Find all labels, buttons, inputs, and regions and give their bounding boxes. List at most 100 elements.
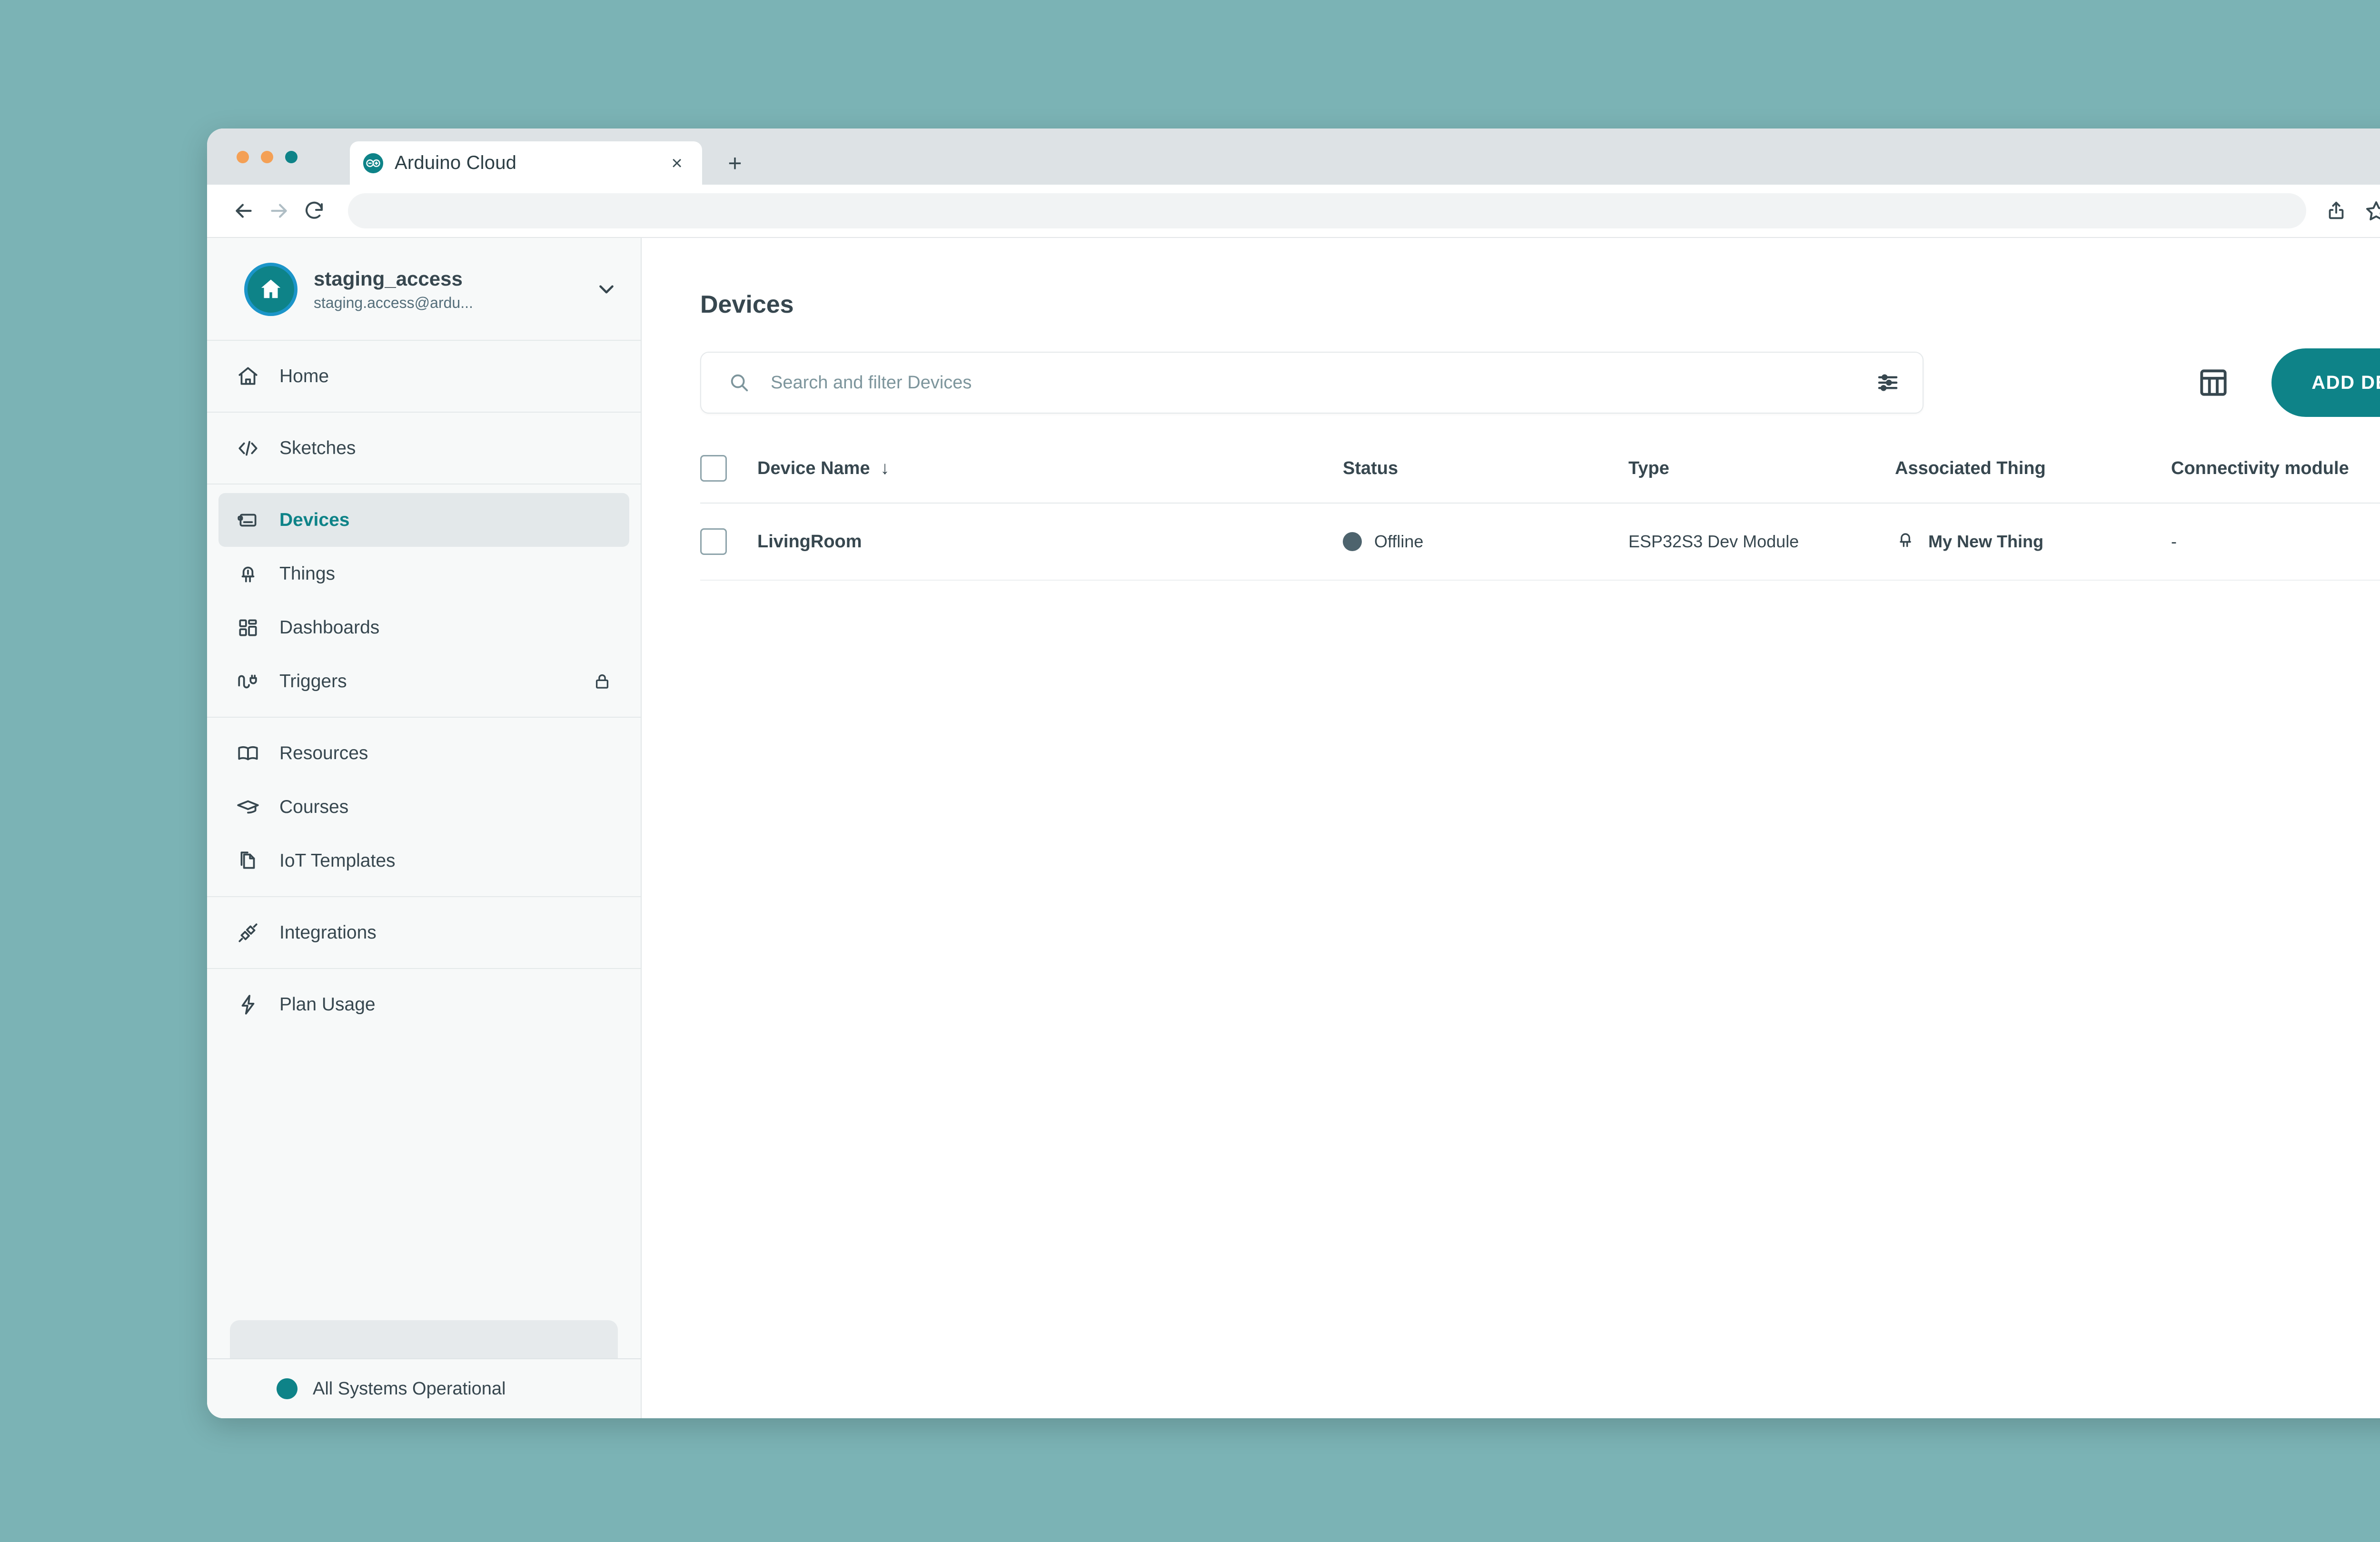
cell-status: Offline (1343, 503, 1628, 581)
sidebar-item-courses[interactable]: Courses (218, 780, 629, 834)
sidebar-group-3: Devices Things (207, 484, 641, 717)
sidebar-item-plan-usage[interactable]: Plan Usage (218, 978, 629, 1031)
account-email: staging.access@ardu... (314, 294, 473, 311)
url-address-bar[interactable] (348, 193, 2306, 228)
sidebar-item-label: Home (279, 366, 329, 386)
column-label: Device Name (757, 458, 870, 478)
main-content: Devices Search and filter Devices (642, 238, 2380, 1418)
share-icon[interactable] (2319, 193, 2354, 228)
sidebar-item-label: Courses (279, 796, 349, 817)
sliders-filter-icon[interactable] (1873, 368, 1903, 397)
sidebar-item-resources[interactable]: Resources (218, 726, 629, 780)
sidebar-item-devices[interactable]: Devices (218, 493, 629, 547)
cell-device-name: LivingRoom (757, 503, 1343, 581)
devices-table: Device Name ↓ Status Type Associated Thi… (700, 455, 2380, 581)
sidebar-item-label: Devices (279, 509, 350, 530)
column-header-connectivity-module[interactable]: Connectivity module (2171, 455, 2380, 504)
sidebar-item-integrations[interactable]: Integrations (218, 906, 629, 959)
home-house-icon (244, 263, 298, 316)
account-switcher[interactable]: staging_access staging.access@ardu... (207, 238, 641, 340)
device-name-text: LivingRoom (757, 531, 862, 552)
book-icon (235, 740, 261, 767)
system-status-bar[interactable]: All Systems Operational (207, 1358, 641, 1418)
sidebar-item-label: IoT Templates (279, 850, 396, 871)
column-header-type[interactable]: Type (1628, 455, 1895, 504)
plug-icon (235, 668, 261, 695)
minimize-window-button[interactable] (261, 151, 273, 163)
toolbar-actions: S (2319, 193, 2380, 228)
lock-icon (591, 672, 613, 692)
column-header-device-name[interactable]: Device Name ↓ (757, 455, 1343, 504)
arrow-left-icon[interactable] (226, 193, 261, 228)
sidebar-spacer (207, 1040, 641, 1358)
graduation-cap-icon (235, 794, 261, 820)
sidebar-item-label: Dashboards (279, 617, 380, 638)
sidebar-item-things[interactable]: Things (218, 547, 629, 601)
cell-connectivity-module: - (2171, 503, 2380, 581)
home-icon (235, 363, 261, 390)
add-device-button[interactable]: ADD DEVICE (2271, 348, 2380, 417)
sidebar-promo-placeholder[interactable] (230, 1320, 618, 1358)
arrow-right-icon[interactable] (261, 193, 297, 228)
window-traffic-lights (237, 151, 298, 163)
chevron-down-icon[interactable] (593, 277, 620, 301)
search-icon (727, 370, 752, 395)
star-icon[interactable] (2359, 193, 2380, 228)
sidebar-item-label: Sketches (279, 437, 356, 458)
sidebar-item-label: Things (279, 563, 336, 584)
search-placeholder: Search and filter Devices (771, 372, 972, 393)
row-select-cell (700, 503, 757, 581)
table-header-row: Device Name ↓ Status Type Associated Thi… (700, 455, 2380, 504)
dashboard-grid-icon (235, 614, 261, 641)
table-body: LivingRoom Offline ESP32S3 Dev Module (700, 503, 2380, 581)
sidebar-group-4: Resources Courses (207, 717, 641, 896)
column-header-associated-thing[interactable]: Associated Thing (1895, 455, 2171, 504)
connector-icon (235, 919, 261, 946)
cell-type: ESP32S3 Dev Module (1628, 503, 1895, 581)
copy-document-icon (235, 848, 261, 874)
lightning-bolt-icon (235, 991, 261, 1018)
associated-thing-text[interactable]: My New Thing (1928, 532, 2043, 551)
account-text: staging_access staging.access@ardu... (314, 267, 577, 312)
status-label: All Systems Operational (313, 1378, 506, 1399)
reload-icon[interactable] (297, 193, 332, 228)
sidebar: staging_access staging.access@ardu... (207, 238, 642, 1418)
app-body: staging_access staging.access@ardu... (207, 238, 2380, 1418)
browser-tab-strip: Arduino Cloud × + (207, 128, 2380, 185)
table-row[interactable]: LivingRoom Offline ESP32S3 Dev Module (700, 503, 2380, 581)
sidebar-item-label: Integrations (279, 922, 377, 943)
led-icon (235, 561, 261, 587)
status-badge-dot (1343, 532, 1362, 551)
sidebar-item-iot-templates[interactable]: IoT Templates (218, 834, 629, 888)
sidebar-item-label: Plan Usage (279, 994, 376, 1015)
sidebar-group-5: Integrations (207, 896, 641, 968)
browser-toolbar: S (207, 185, 2380, 238)
led-icon (1895, 529, 1916, 554)
row-checkbox[interactable] (700, 528, 727, 555)
browser-tab[interactable]: Arduino Cloud × (350, 141, 702, 185)
select-all-checkbox[interactable] (700, 455, 727, 482)
sidebar-item-sketches[interactable]: Sketches (218, 421, 629, 475)
arduino-infinity-icon (362, 152, 384, 174)
account-name: staging_access (314, 267, 463, 290)
sidebar-item-triggers[interactable]: Triggers (218, 654, 629, 708)
sidebar-group-2: Sketches (207, 412, 641, 484)
column-header-status[interactable]: Status (1343, 455, 1628, 504)
sidebar-item-label: Triggers (279, 671, 347, 692)
new-tab-button[interactable]: + (728, 150, 742, 177)
status-indicator-dot (277, 1378, 298, 1399)
maximize-window-button[interactable] (285, 151, 298, 163)
select-all-header (700, 455, 757, 504)
table-columns-icon[interactable] (2192, 361, 2235, 405)
page-title: Devices (700, 291, 794, 318)
sidebar-item-home[interactable]: Home (218, 349, 629, 403)
device-board-icon (235, 507, 261, 534)
close-tab-button[interactable]: × (671, 152, 683, 174)
sidebar-item-label: Resources (279, 742, 368, 763)
search-input[interactable]: Search and filter Devices (700, 352, 1924, 414)
toolbar-row: Search and filter Devices (700, 348, 2380, 417)
status-text: Offline (1374, 532, 1424, 551)
sidebar-item-dashboards[interactable]: Dashboards (218, 601, 629, 654)
close-window-button[interactable] (237, 151, 249, 163)
